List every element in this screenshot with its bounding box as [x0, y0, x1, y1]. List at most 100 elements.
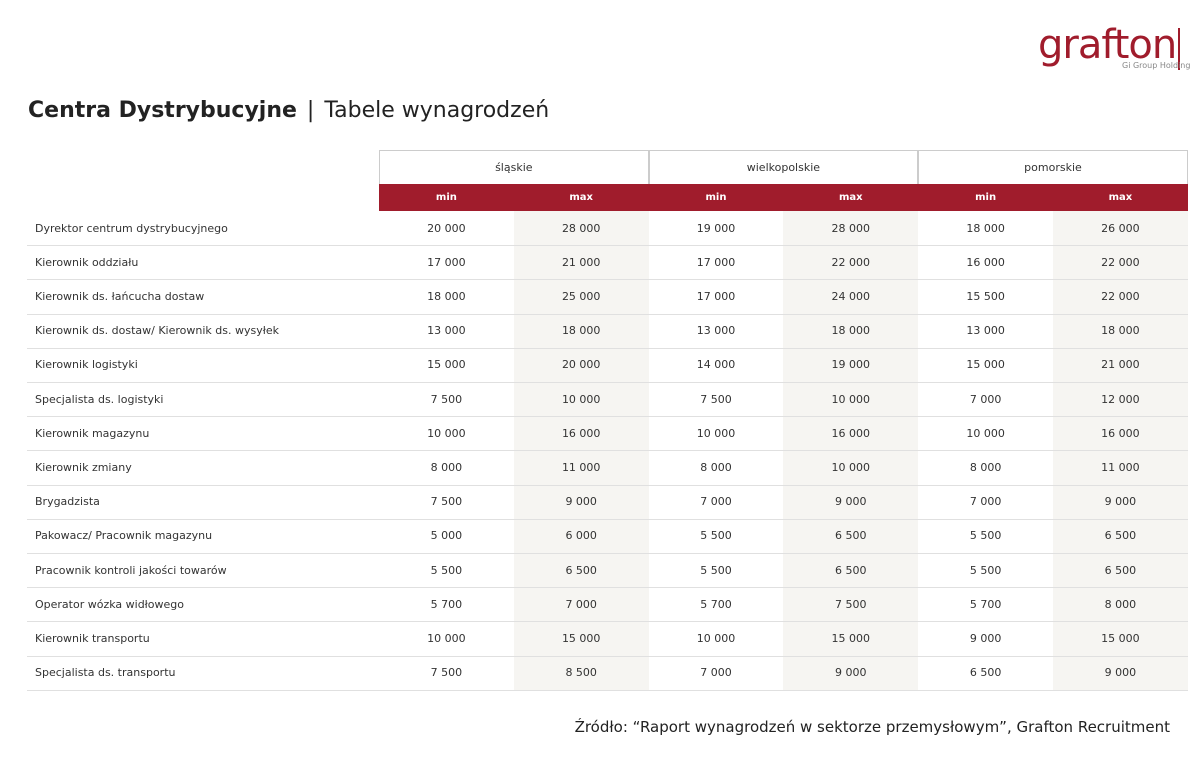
cell-value: 19 000	[831, 358, 871, 372]
cell-value: 8 000	[969, 460, 1002, 474]
cell-value: 19 000	[696, 221, 736, 235]
cell-value: 22 000	[1101, 289, 1140, 303]
row-divider	[27, 313, 1188, 315]
logo-tagline: Gi Group Holding	[1122, 61, 1191, 70]
title-main: Centra Dystrybucyjne	[28, 98, 297, 123]
row-divider	[27, 484, 1188, 486]
row-divider	[27, 655, 1188, 657]
cell-value: 5 700	[700, 597, 732, 611]
cell-value: 25 000	[561, 289, 601, 303]
row-label: Kierownik zmiany	[35, 460, 132, 474]
cell-value: 22 000	[1101, 255, 1140, 269]
cell-value: 6 000	[565, 529, 597, 543]
cell-value: 8 000	[430, 460, 463, 474]
cell-value: 5 500	[969, 529, 1002, 543]
cell-value: 8 500	[565, 666, 597, 680]
row-label: Dyrektor centrum dystrybucyjnego	[35, 221, 228, 235]
column-header: max	[783, 184, 919, 211]
column-header: min	[648, 184, 784, 211]
row-divider	[27, 621, 1188, 623]
row-label: Kierownik magazynu	[35, 426, 150, 440]
cell-value: 21 000	[1101, 358, 1140, 372]
row-divider	[27, 689, 1188, 691]
source: Źródło: “Raport wynagrodzeń w sektorze p…	[574, 718, 1170, 736]
row-label: Kierownik oddziału	[35, 255, 139, 269]
cell-value: 10 000	[427, 426, 466, 440]
cell-value: 5 700	[430, 597, 463, 611]
cell-value: 20 000	[561, 358, 601, 372]
cell-value: 10 000	[831, 460, 871, 474]
cell-value: 6 500	[1104, 563, 1137, 577]
subtitle: Tabele wynagrodzeń	[324, 98, 550, 123]
cell-value: 14 000	[696, 358, 736, 372]
cell-value: 6 500	[969, 666, 1002, 680]
logo: grafton	[1038, 22, 1177, 68]
row-label: Kierownik ds. dostaw/ Kierownik ds. wysy…	[35, 324, 279, 338]
cell-value: 7 000	[565, 597, 597, 611]
cell-value: 17 000	[696, 289, 736, 303]
region-header: pomorskie	[918, 150, 1188, 184]
cell-value: 13 000	[966, 324, 1005, 338]
cell-value: 18 000	[427, 289, 466, 303]
cell-value: 15 500	[966, 289, 1005, 303]
column-header: min	[379, 184, 514, 211]
row-divider	[27, 382, 1188, 383]
cell-value: 15 000	[831, 631, 871, 645]
cell-value: 16 000	[966, 255, 1005, 269]
row-label: Kierownik logistyki	[35, 358, 138, 372]
cell-value: 28 000	[561, 221, 601, 235]
cell-value: 11 000	[561, 460, 601, 474]
cell-value: 15 000	[427, 358, 466, 372]
cell-value: 6 500	[1104, 529, 1137, 543]
column-header: max	[513, 184, 649, 211]
row-label: Kierownik ds. łańcucha dostaw	[35, 289, 205, 303]
cell-value: 9 000	[835, 495, 867, 509]
cell-value: 18 000	[966, 221, 1005, 235]
cell-value: 9 000	[969, 631, 1002, 645]
cell-value: 8 000	[1104, 597, 1137, 611]
row-label: Pakowacz/ Pracownik magazynu	[35, 529, 213, 543]
cell-value: 7 500	[835, 597, 867, 611]
title: Centra Dystrybucyjne | Tabele wynagrodzeń	[28, 98, 549, 123]
row-divider	[27, 553, 1188, 554]
row-divider	[27, 347, 1188, 349]
row-divider	[27, 587, 1188, 589]
cell-value: 28 000	[831, 221, 871, 235]
cell-value: 7 000	[969, 392, 1002, 406]
cell-value: 10 000	[561, 392, 601, 406]
cell-value: 12 000	[1101, 392, 1140, 406]
cell-value: 20 000	[427, 221, 466, 235]
region-header: wielkopolskie	[648, 150, 919, 184]
column-header: min	[918, 184, 1053, 211]
row-label: Kierownik transportu	[35, 631, 150, 645]
cell-value: 11 000	[1101, 460, 1140, 474]
cell-value: 10 000	[831, 392, 871, 406]
row-label: Brygadzista	[35, 495, 100, 509]
column-header: max	[1053, 184, 1188, 211]
cell-value: 18 000	[561, 324, 601, 338]
cell-value: 10 000	[696, 426, 736, 440]
cell-value: 8 000	[700, 460, 732, 474]
cell-value: 7 500	[700, 392, 732, 406]
cell-value: 21 000	[561, 255, 601, 269]
row-label: Specjalista ds. transportu	[35, 666, 176, 680]
cell-value: 15 000	[561, 631, 601, 645]
cell-value: 6 500	[835, 529, 867, 543]
region-header: śląskie	[379, 150, 649, 184]
row-divider	[27, 245, 1188, 247]
cell-value: 10 000	[966, 426, 1005, 440]
row-label: Operator wózka widłowego	[35, 597, 185, 611]
logo-bar	[1178, 28, 1180, 70]
row-divider	[27, 450, 1188, 452]
cell-value: 18 000	[1101, 324, 1140, 338]
cell-value: 13 000	[427, 324, 466, 338]
cell-value: 16 000	[831, 426, 871, 440]
cell-value: 15 000	[1101, 631, 1140, 645]
cell-value: 15 000	[966, 358, 1005, 372]
cell-value: 26 000	[1101, 221, 1140, 235]
cell-value: 7 000	[700, 666, 732, 680]
cell-value: 5 500	[700, 529, 732, 543]
cell-value: 5 500	[430, 563, 463, 577]
cell-value: 7 500	[430, 392, 463, 406]
